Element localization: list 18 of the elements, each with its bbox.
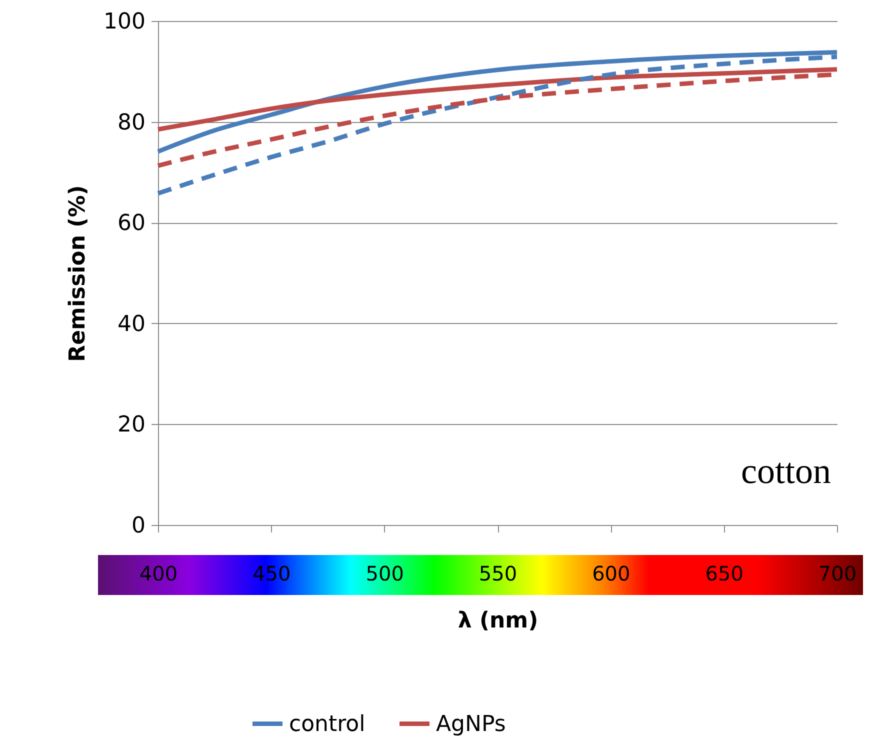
- y-tick-label: 40: [118, 312, 146, 337]
- legend-label: control: [289, 712, 366, 737]
- legend-label: AgNPs: [436, 712, 506, 737]
- x-tick-label: 600: [592, 562, 630, 586]
- y-axis-title: Remission (%): [66, 185, 91, 362]
- y-tick-label: 80: [118, 110, 146, 136]
- annotation: cotton: [741, 451, 831, 491]
- x-tick-label: 450: [252, 562, 291, 586]
- y-tick-label: 20: [118, 412, 146, 438]
- y-tick-label: 0: [132, 514, 146, 538]
- x-axis-title: λ (nm): [458, 608, 538, 634]
- x-tick-label: 400: [139, 562, 178, 586]
- x-tick-label: 700: [818, 562, 857, 586]
- y-tick-label: 60: [118, 211, 146, 236]
- x-tick-label: 550: [478, 562, 518, 586]
- x-tick-label: 500: [366, 562, 404, 586]
- x-tick-label: 650: [705, 562, 744, 586]
- y-tick-label: 100: [104, 10, 146, 34]
